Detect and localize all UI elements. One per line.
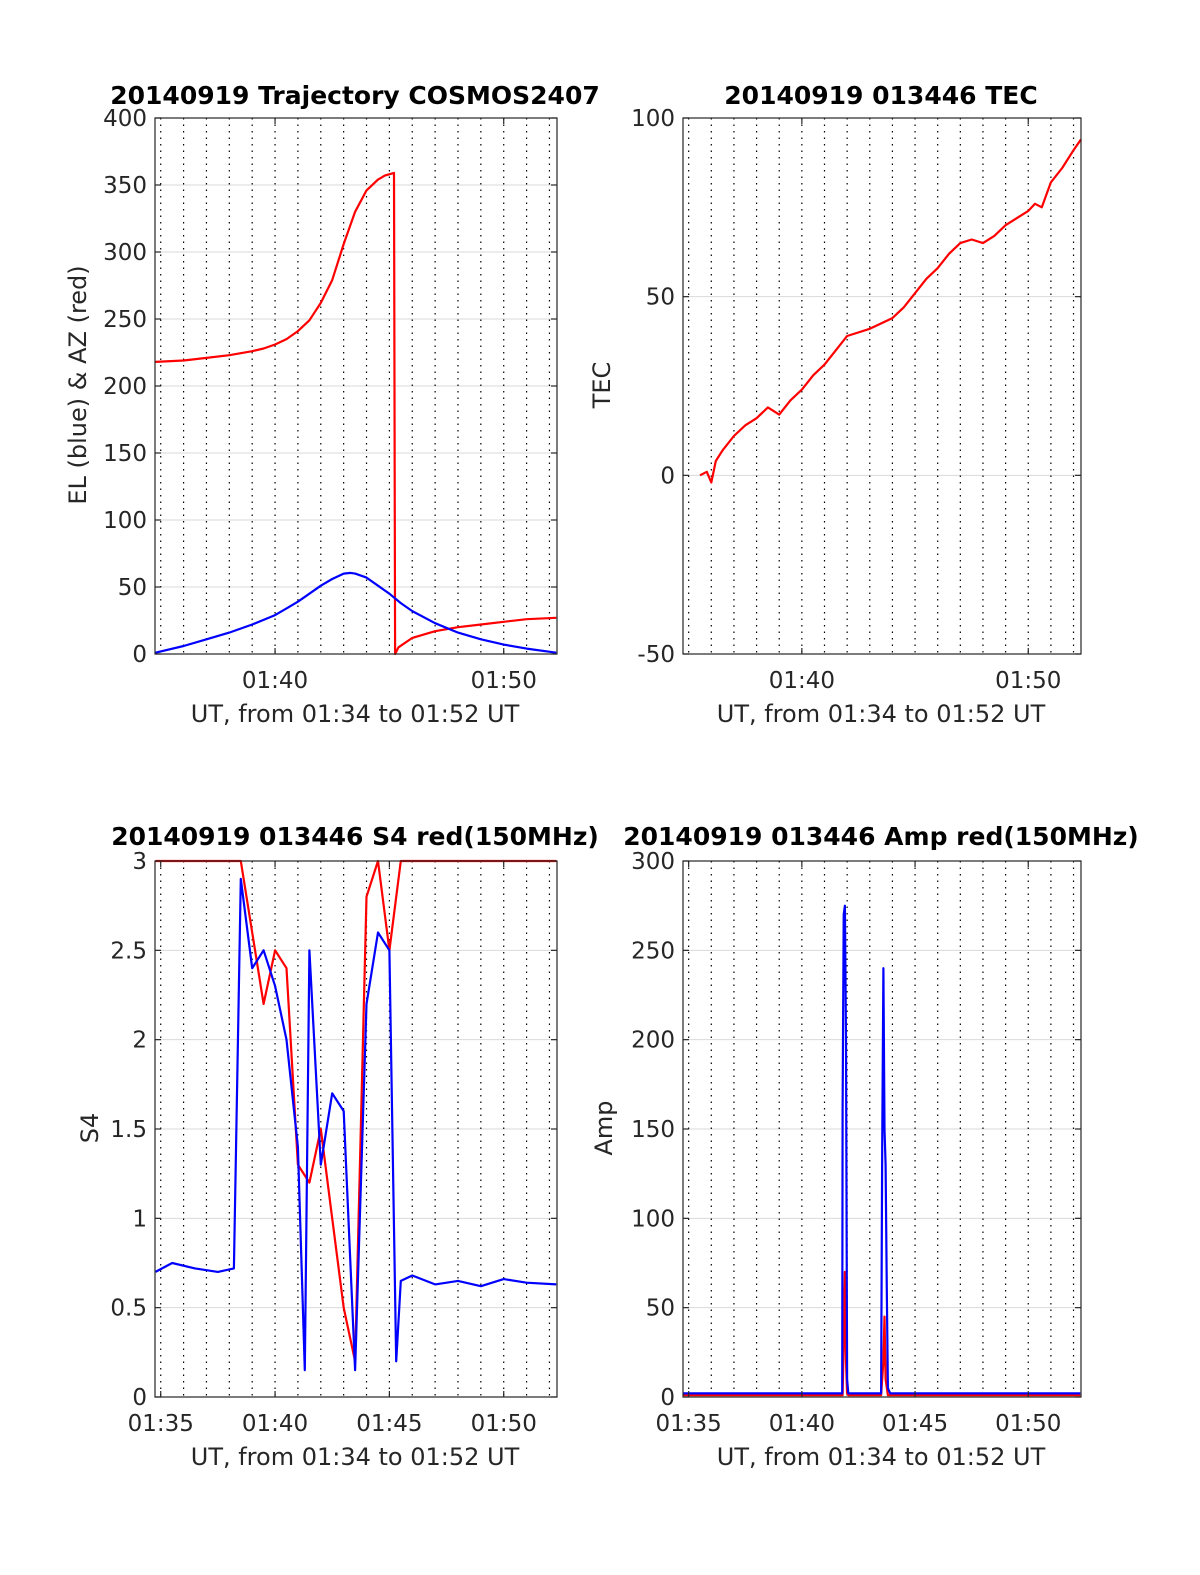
y-tick-label: 50 — [646, 285, 675, 311]
x-tick-label: 01:40 — [242, 668, 308, 694]
y-tick-label: 3 — [132, 849, 147, 875]
panel-s4: 20140919 013446 S4 red(150MHz) 0 0.5 1 1.5 2… — [76, 822, 599, 1471]
panel-amp: 20140919 013446 Amp red(150MHz) 0 50 100 15… — [590, 822, 1139, 1471]
amp-ylabel: Amp — [590, 1100, 618, 1155]
x-tick-label: 01:45 — [356, 1411, 422, 1437]
tec-xlabel: UT, from 01:34 to 01:52 UT — [717, 700, 1046, 728]
y-tick-label: 50 — [118, 575, 147, 601]
y-tick-label: 0 — [132, 642, 147, 668]
y-tick-label: 300 — [631, 849, 675, 875]
y-tick-label: 200 — [631, 1028, 675, 1054]
y-tick-label: 2.5 — [110, 938, 147, 964]
y-tick-label: 0 — [132, 1385, 147, 1411]
y-tick-label: 100 — [103, 508, 147, 534]
s4-xlabel: UT, from 01:34 to 01:52 UT — [191, 1443, 520, 1471]
traj-series-line — [155, 171, 557, 656]
x-tick-label: 01:40 — [769, 668, 835, 694]
y-tick-label: 100 — [631, 1206, 675, 1232]
y-tick-label: 1.5 — [110, 1117, 147, 1143]
tec-lines — [699, 138, 1082, 484]
y-tick-label: 150 — [103, 441, 147, 467]
x-tick-label: 01:50 — [995, 1411, 1061, 1437]
amp-series-line — [683, 1270, 1081, 1397]
trajectory-xlabel: UT, from 01:34 to 01:52 UT — [191, 700, 520, 728]
y-tick-label: 400 — [103, 106, 147, 132]
tec-series-line — [699, 138, 1082, 484]
x-tick-label: 01:50 — [471, 1411, 537, 1437]
trajectory-grid — [155, 117, 557, 655]
y-tick-label: 0 — [660, 463, 675, 489]
x-tick-label: 01:45 — [882, 1411, 948, 1437]
y-tick-label: 250 — [631, 938, 675, 964]
y-tick-label: 300 — [103, 240, 147, 266]
trajectory-ticks: 0 50 100 150 200 250 300 350 400 01:40 01:50 — [103, 106, 557, 694]
amp-series-line — [683, 904, 1081, 1395]
y-tick-label: 0 — [660, 1385, 675, 1411]
s4-ylabel: S4 — [76, 1113, 104, 1144]
amp-lines — [683, 904, 1081, 1397]
tec-grid — [683, 117, 1081, 655]
traj-series-line — [155, 571, 557, 654]
trajectory-lines — [155, 171, 557, 656]
s4-ticks: 0 0.5 1 1.5 2 2.5 3 01:35 01:40 01:45 01:50 — [110, 849, 557, 1437]
x-tick-label: 01:40 — [242, 1411, 308, 1437]
tec-axes-box — [682, 117, 1082, 655]
x-tick-label: 01:50 — [995, 668, 1061, 694]
tec-ylabel: TEC — [588, 362, 616, 410]
x-tick-label: 01:40 — [769, 1411, 835, 1437]
y-tick-label: 50 — [646, 1296, 675, 1322]
tec-title: 20140919 013446 TEC — [724, 81, 1037, 110]
s4-title: 20140919 013446 S4 red(150MHz) — [111, 822, 599, 851]
tec-ticks: -50 0 50 100 01:40 01:50 — [631, 106, 1081, 694]
s4-lines — [154, 859, 557, 1372]
s4-series-line — [155, 859, 557, 1363]
y-tick-label: 200 — [103, 374, 147, 400]
trajectory-title: 20140919 Trajectory COSMOS2407 — [110, 81, 600, 110]
amp-xlabel: UT, from 01:34 to 01:52 UT — [717, 1443, 1046, 1471]
y-tick-label: 1 — [132, 1206, 147, 1232]
y-tick-label: 100 — [631, 106, 675, 132]
y-tick-label: 350 — [103, 173, 147, 199]
x-tick-label: 01:35 — [656, 1411, 722, 1437]
trajectory-ylabel: EL (blue) & AZ (red) — [64, 265, 92, 504]
y-tick-label: 0.5 — [110, 1296, 147, 1322]
x-tick-label: 01:50 — [471, 668, 537, 694]
panel-trajectory: 20140919 Trajectory COSMOS2407 0 50 100 150… — [64, 81, 600, 728]
s4-series-line — [154, 877, 557, 1372]
y-tick-label: 250 — [103, 307, 147, 333]
amp-ticks: 0 50 100 150 200 250 300 01:35 01:40 01:45 01:50 — [631, 849, 1081, 1437]
y-tick-label: -50 — [637, 642, 675, 668]
x-tick-label: 01:35 — [128, 1411, 194, 1437]
amp-title: 20140919 013446 Amp red(150MHz) — [623, 822, 1139, 851]
y-tick-label: 150 — [631, 1117, 675, 1143]
y-tick-label: 2 — [132, 1028, 147, 1054]
